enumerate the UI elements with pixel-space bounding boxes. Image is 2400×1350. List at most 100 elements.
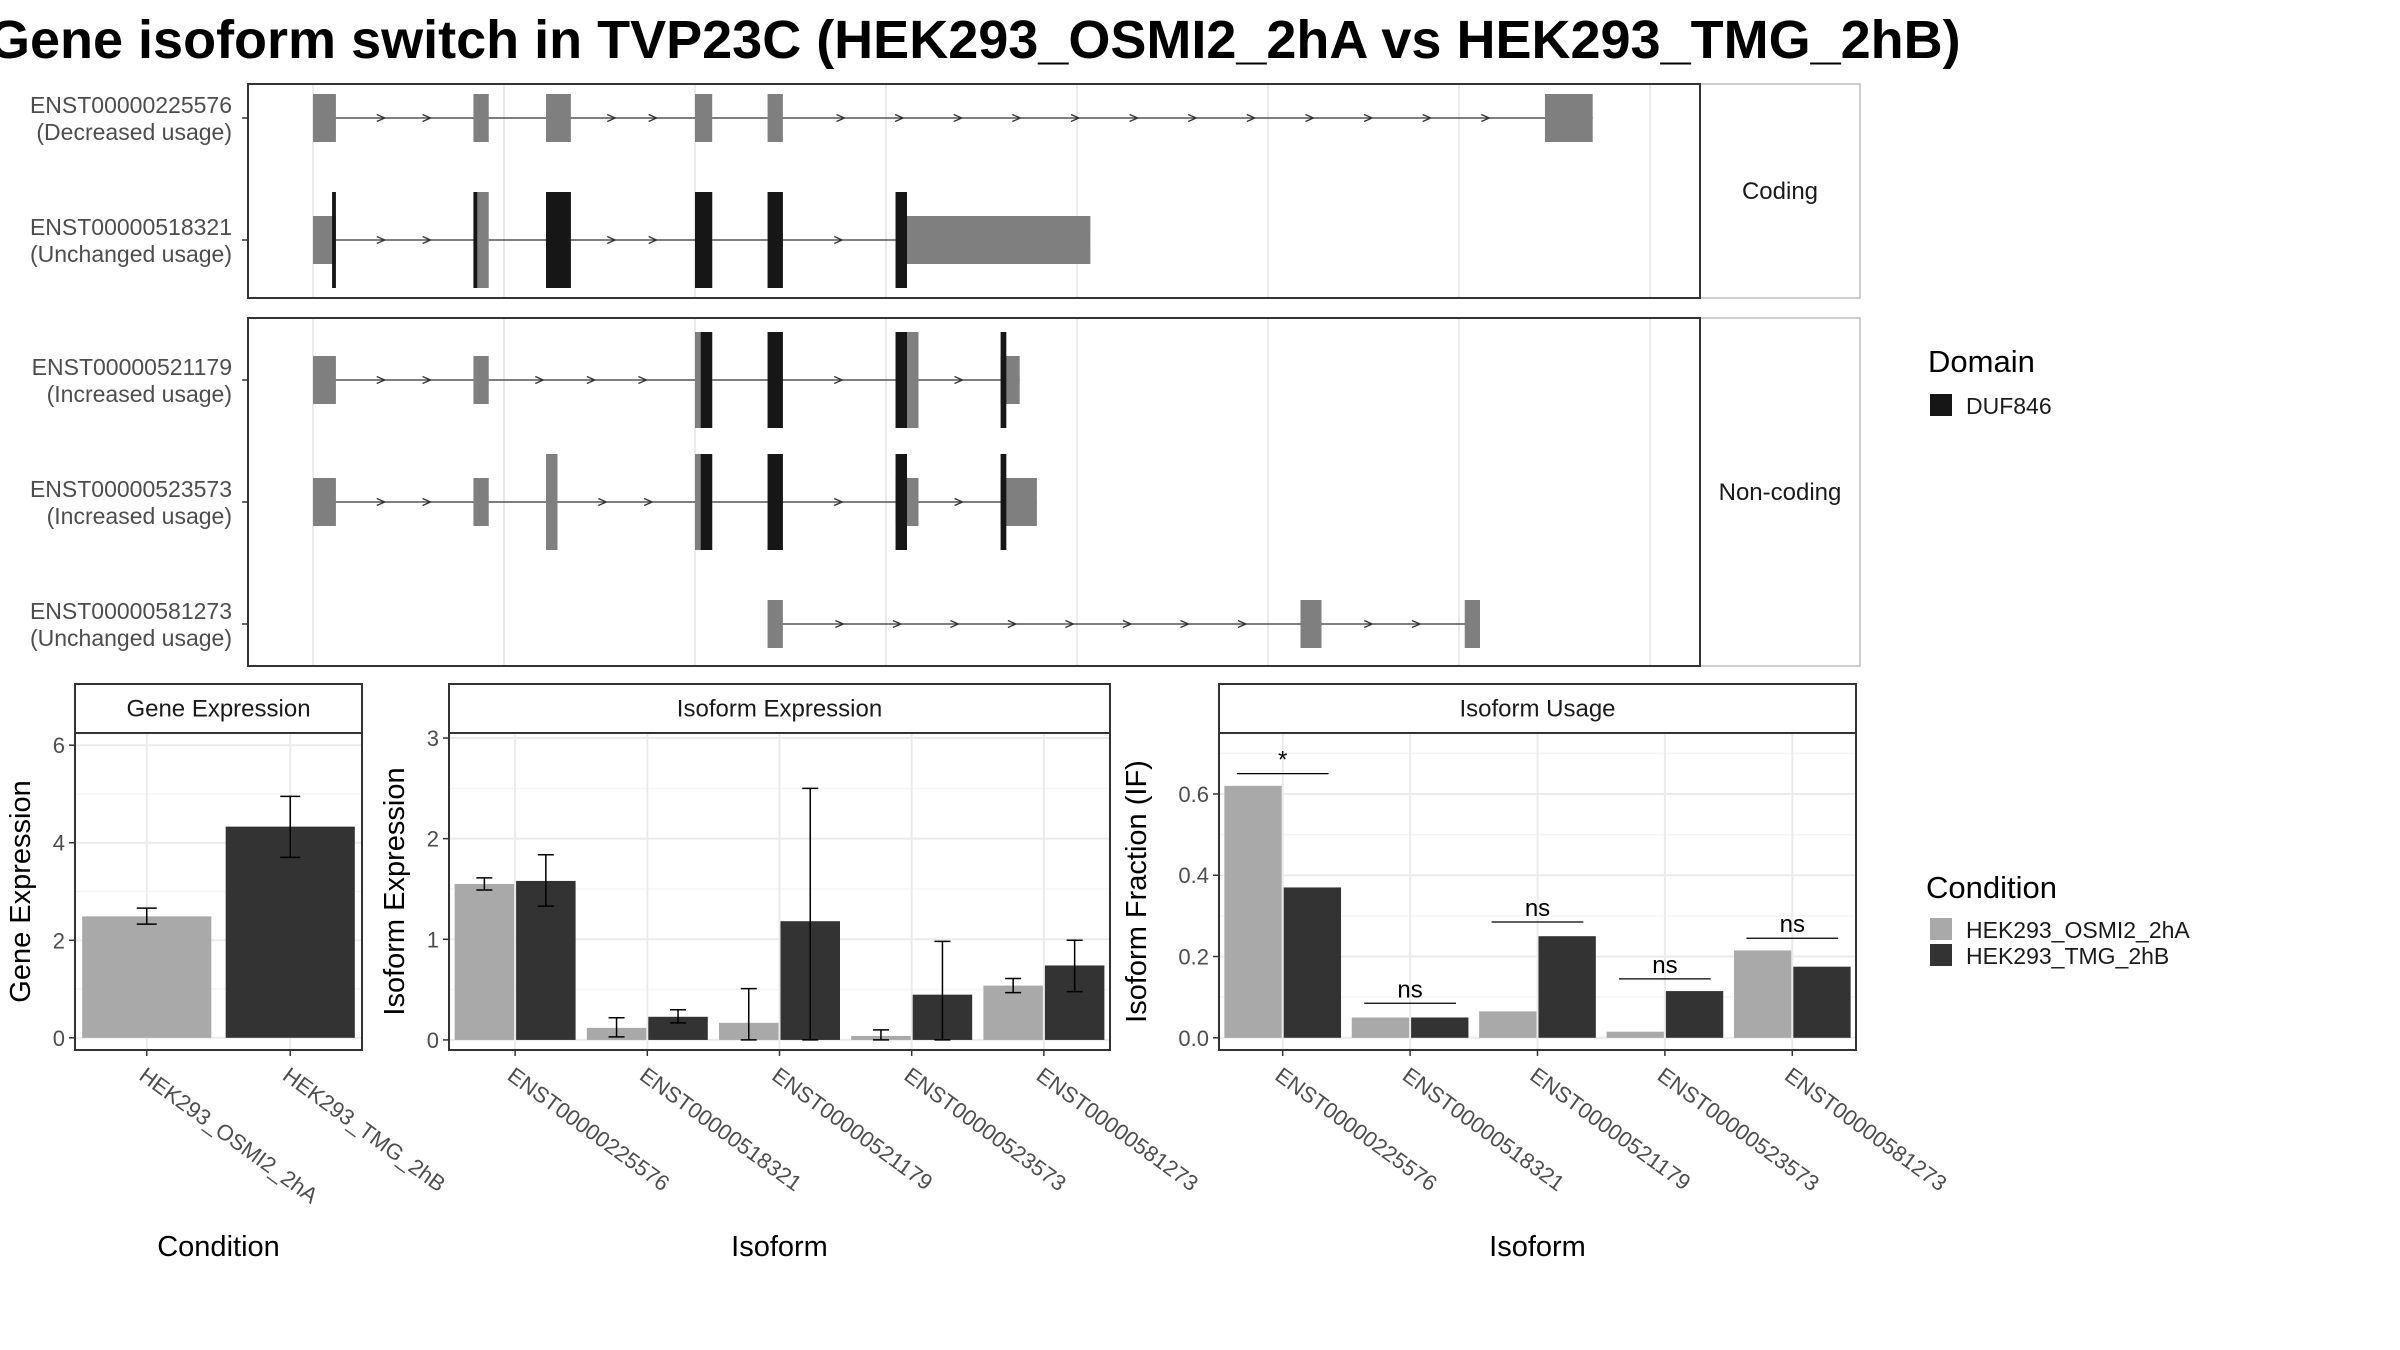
structure-plot-background [248,318,1700,666]
bar [1224,785,1282,1038]
intron-arrow [606,113,617,123]
intron-arrow [1180,619,1191,629]
intron-arrow [833,235,844,245]
legend-title-domain: Domain [1928,344,2035,379]
bar [1606,1031,1664,1038]
domain-block [700,454,713,550]
intron-arrow [1422,113,1433,123]
panel-strip-label: Isoform Expression [677,696,882,723]
exon [905,216,1091,264]
y-tick-label: 2 [53,928,65,953]
intron-arrow [1129,113,1140,123]
domain-block [895,192,908,288]
domain-block [1000,332,1007,428]
bar [1733,950,1792,1038]
intron-arrow [422,113,433,123]
isoform-id-label: ENST00000521179 [32,354,232,380]
intron-arrow [836,113,847,123]
intron-arrow [1065,619,1076,629]
intron-arrow [422,235,433,245]
intron-arrow [1070,113,1081,123]
domain-block [1000,454,1007,550]
y-tick-label: 0.2 [1178,945,1209,970]
bar [1793,966,1851,1038]
intron-arrow [894,113,905,123]
isoform-id-label: ENST00000581273 [30,598,232,624]
isoform-usage-label: (Decreased usage) [36,119,232,145]
exon [313,356,336,404]
structure-plot-background [248,84,1700,298]
domain-block [332,192,336,288]
figure-title: Gene isoform switch in TVP23C (HEK293_OS… [0,10,1961,70]
significance-label: ns [1652,952,1677,979]
domain-block [473,192,478,288]
bar [1351,1017,1410,1038]
isoform-row: ENST00000521179(Increased usage) [32,332,1020,428]
domain-block [700,332,713,428]
intron-arrow [376,113,387,123]
exon [473,94,489,142]
y-axis-title: Isoform Expression [379,767,411,1015]
isoform-usage-panel: Isoform Usage0.00.20.40.6*nsnsnsnsENST00… [1121,683,1951,1263]
intron-arrow [598,497,608,507]
significance-label: ns [1397,976,1422,1003]
exon [1000,478,1037,526]
significance-label: ns [1525,895,1550,922]
y-tick-label: 0.6 [1178,782,1209,807]
isoform-id-label: ENST00000523573 [30,476,232,502]
isoform-row: ENST00000523573(Increased usage) [30,454,1037,550]
domain-block [895,454,908,550]
x-axis-title: Isoform [731,1231,828,1263]
isoform-expression-panel: Isoform Expression0123ENST00000225576ENS… [379,683,1203,1263]
exon [767,94,783,142]
y-tick-label: 4 [53,831,65,856]
legend-label: DUF846 [1966,393,2052,419]
legend-swatch [1930,918,1952,940]
intron-arrow [422,375,433,385]
x-axis-title: Condition [157,1231,280,1263]
bar [648,1016,708,1040]
isoform-row: ENST00000518321(Unchanged usage) [30,192,1091,288]
bar [1665,991,1724,1038]
isoform-usage-label: (Unchanged usage) [30,241,232,267]
y-tick-label: 6 [53,733,65,758]
panel-strip-label: Isoform Usage [1459,696,1615,723]
intron-arrow [535,375,545,385]
domain-block [695,192,713,288]
intron-arrow [376,497,387,507]
intron-arrow [833,497,844,507]
intron-arrow [1122,619,1133,629]
legend-label: HEK293_TMG_2hB [1966,943,2169,969]
bar [1538,936,1596,1038]
y-tick-label: 3 [427,726,439,751]
bar [516,880,576,1040]
isoform-row: ENST00000581273(Unchanged usage) [30,598,1481,651]
domain-block [767,192,783,288]
intron-arrow [648,235,659,245]
intron-arrow [1237,619,1248,629]
y-tick-label: 2 [427,827,439,852]
structure-group-label: Non-coding [1719,479,1842,506]
legend-swatch [1930,944,1952,966]
exon [473,356,489,404]
isoform-usage-label: (Increased usage) [47,503,232,529]
isoform-row: ENST00000225576(Decreased usage) [30,92,1593,145]
bar [82,916,212,1038]
structure-plot-frame [247,317,1701,667]
structure-plot-frame [247,83,1701,299]
intron-arrow [1246,113,1257,123]
exon [313,94,336,142]
panel-strip [74,683,363,734]
intron-arrow [606,235,617,245]
exon [473,478,489,526]
intron-arrow [422,497,433,507]
intron-arrow [833,375,844,385]
intron-arrow [954,497,965,507]
intron-arrow [954,375,965,385]
y-tick-label: 0 [427,1028,439,1053]
intron-arrow [892,619,903,629]
bar [1479,1011,1537,1038]
intron-arrow [1012,113,1022,123]
panel-strip [448,683,1111,734]
bar [1411,1017,1469,1038]
